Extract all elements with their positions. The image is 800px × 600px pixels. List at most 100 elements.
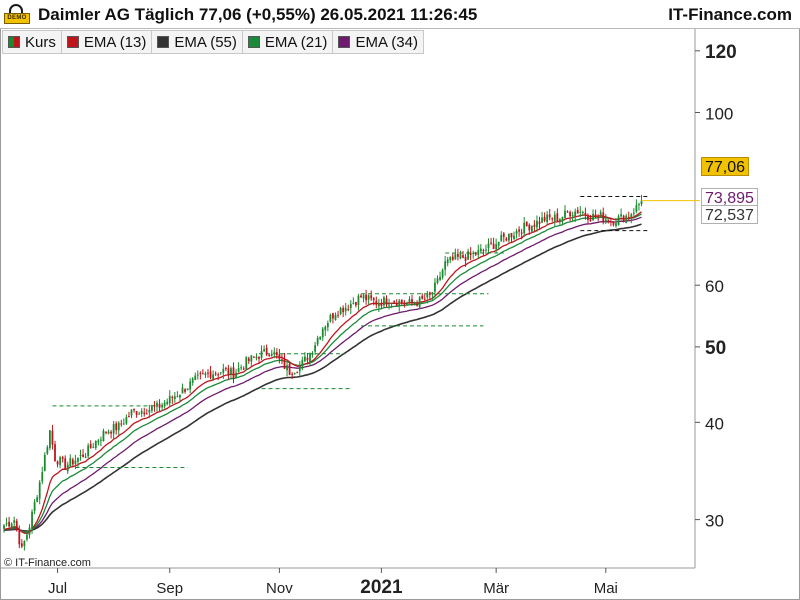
candle-body <box>454 254 457 260</box>
candle-body <box>332 313 334 319</box>
candle-body <box>584 212 587 216</box>
ema55-price-tag: 72,537 <box>701 205 758 224</box>
candle-body <box>260 351 263 358</box>
candle-body <box>546 214 549 223</box>
candle-body <box>428 292 431 295</box>
candle-body <box>64 458 67 470</box>
candle-body <box>566 211 569 213</box>
candle-body <box>240 367 243 369</box>
candle-body <box>199 373 202 375</box>
ema55-swatch-icon <box>157 36 170 48</box>
candle-body <box>66 464 69 472</box>
legend-item-ema21[interactable]: EMA (21) <box>243 31 334 53</box>
candle-body <box>365 294 367 301</box>
candle-body <box>8 521 10 527</box>
candle-body <box>630 214 633 218</box>
candle-body <box>372 298 375 301</box>
candle-body <box>347 309 350 311</box>
candle-body <box>553 214 556 221</box>
candle-body <box>610 221 612 223</box>
candle-body <box>77 457 79 462</box>
candle-body <box>128 416 130 418</box>
candle-body <box>102 430 105 442</box>
candle-body <box>171 396 174 399</box>
candle-body <box>145 413 148 415</box>
legend-item-ema34[interactable]: EMA (34) <box>333 31 423 53</box>
candle-body <box>385 298 388 305</box>
candle-body <box>541 217 543 223</box>
candle-body <box>620 214 622 217</box>
candle-body <box>510 233 513 238</box>
candle-body <box>607 219 610 223</box>
candle-body <box>247 358 250 362</box>
candle-body <box>5 523 8 525</box>
candle-body <box>173 396 176 399</box>
legend-label: EMA (21) <box>264 33 328 51</box>
demo-logo-icon: DEMO <box>4 4 30 24</box>
candle-body <box>520 232 523 234</box>
candle-body <box>426 293 429 298</box>
candle-body <box>179 394 181 398</box>
candle-body <box>377 303 380 307</box>
candle-body <box>342 307 345 313</box>
candle-body <box>235 372 237 379</box>
candle-body <box>408 299 411 303</box>
candle-body <box>355 302 357 306</box>
candle-body <box>421 295 424 299</box>
x-tick-label: 2021 <box>360 577 403 598</box>
candle-body <box>194 375 197 380</box>
candle-body <box>482 250 485 252</box>
candle-body <box>339 307 342 315</box>
legend-item-kurs[interactable]: Kurs <box>3 31 62 53</box>
candle-body <box>31 511 33 529</box>
candle-body <box>487 243 490 249</box>
candle-body <box>411 299 413 303</box>
candle-body <box>283 358 286 369</box>
candle-body <box>153 405 156 407</box>
chart-title: Daimler AG Täglich 77,06 (+0,55%) 26.05.… <box>38 5 478 24</box>
candle-body <box>107 431 110 434</box>
candle-body <box>383 297 385 306</box>
copyright-text: © IT-Finance.com <box>4 557 91 569</box>
candle-body <box>561 216 564 221</box>
candle-body <box>54 444 56 462</box>
candle-body <box>59 457 61 466</box>
candle-body <box>100 439 102 441</box>
candle-body <box>222 368 225 373</box>
candle-body <box>92 447 95 449</box>
legend-label: EMA (13) <box>83 33 147 51</box>
candle-body <box>367 295 370 300</box>
candle-body <box>326 323 329 328</box>
candle-body <box>97 440 100 443</box>
candle-body <box>268 354 271 357</box>
candle-body <box>508 233 510 241</box>
candle-body <box>306 357 309 361</box>
candle-body <box>253 356 255 358</box>
candle-body <box>51 430 54 445</box>
y-tick-label: 30 <box>705 512 724 531</box>
legend-label: Kurs <box>25 33 56 51</box>
candle-body <box>79 454 82 457</box>
candle-body <box>472 252 475 254</box>
candle-body <box>245 357 248 370</box>
candle-body <box>158 403 161 408</box>
candle-body <box>594 214 597 217</box>
candle-body <box>390 302 393 304</box>
candle-body <box>485 249 487 251</box>
legend-item-ema13[interactable]: EMA (13) <box>62 31 153 53</box>
candle-body <box>518 229 520 232</box>
candle-body <box>416 303 418 306</box>
x-tick-label: Mär <box>483 580 509 597</box>
candle-body <box>589 219 592 222</box>
candle-body <box>500 235 503 241</box>
candle-body <box>133 408 135 411</box>
candle-body <box>398 300 401 306</box>
legend-label: EMA (34) <box>355 33 418 51</box>
candle-body <box>324 326 327 331</box>
legend-item-ema55[interactable]: EMA (55) <box>152 31 243 53</box>
candle-body <box>3 525 5 529</box>
candle-body <box>156 402 158 407</box>
candle-body <box>28 527 31 536</box>
candle-body <box>311 352 314 356</box>
